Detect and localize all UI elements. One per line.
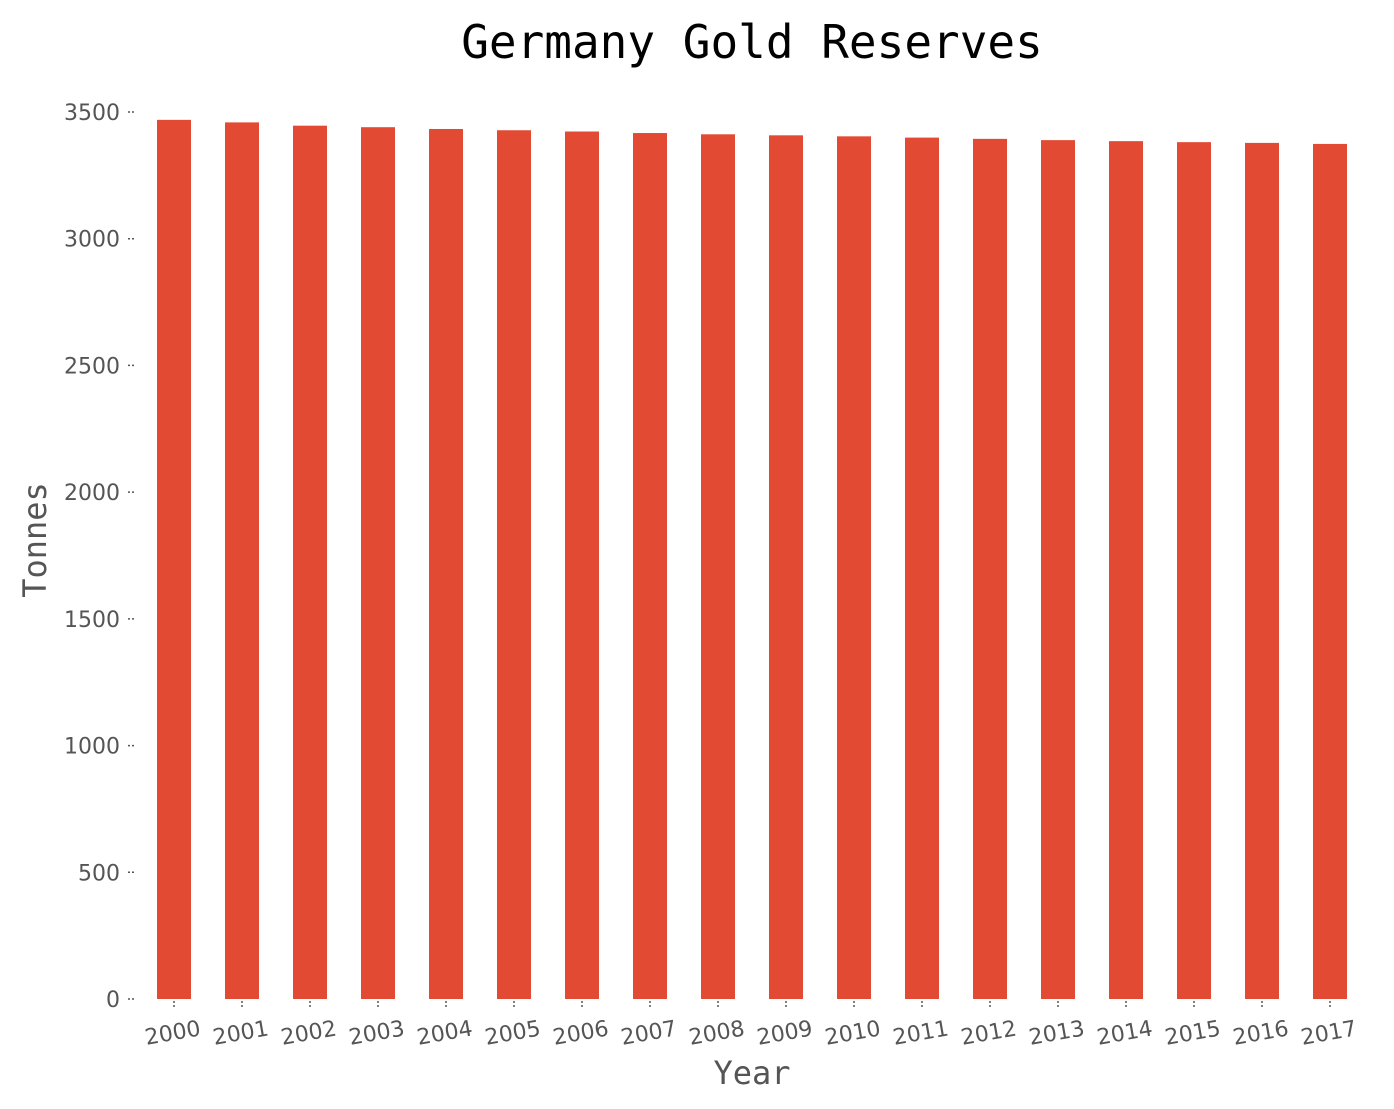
x-tick-label: 2004 bbox=[415, 1016, 474, 1050]
x-tick-label: 2007 bbox=[619, 1016, 678, 1050]
x-tick-label: 2016 bbox=[1231, 1016, 1290, 1050]
bar-2009 bbox=[769, 135, 803, 999]
x-tick-label: 2010 bbox=[823, 1016, 882, 1050]
x-tick-label: 2009 bbox=[755, 1016, 814, 1050]
x-tick-label: 2006 bbox=[551, 1016, 610, 1050]
bar-2010 bbox=[837, 136, 871, 999]
bar-2005 bbox=[497, 130, 531, 1000]
y-tick-label: 3500 bbox=[64, 101, 120, 126]
bar-2007 bbox=[633, 133, 667, 1000]
x-tick-label: 2003 bbox=[347, 1016, 406, 1050]
bar-2003 bbox=[361, 127, 395, 1000]
y-tick-label: 0 bbox=[106, 988, 120, 1013]
bar-2013 bbox=[1041, 140, 1075, 1000]
y-tick-label: 2500 bbox=[64, 354, 120, 379]
bar-2008 bbox=[701, 134, 735, 1000]
x-tick-label: 2013 bbox=[1027, 1016, 1086, 1050]
y-tick-label: 2000 bbox=[64, 481, 120, 506]
y-axis-label: Tonnes bbox=[16, 482, 54, 598]
x-tick-label: 2012 bbox=[959, 1016, 1018, 1050]
x-axis-label: Year bbox=[713, 1054, 790, 1092]
bar-2016 bbox=[1245, 142, 1279, 1000]
bar-2012 bbox=[973, 138, 1007, 1000]
x-tick-label: 2008 bbox=[687, 1016, 746, 1050]
x-tick-label: 2014 bbox=[1095, 1016, 1154, 1050]
y-axis: 0 500 1000 1500 2000 2500 3000 3500 bbox=[64, 101, 136, 1013]
bars-group bbox=[157, 119, 1347, 1000]
x-tick-label: 2015 bbox=[1163, 1016, 1222, 1050]
y-tick-label: 500 bbox=[78, 861, 120, 886]
bar-2002 bbox=[293, 125, 327, 1000]
y-tick-label: 3000 bbox=[64, 228, 120, 253]
bar-2004 bbox=[429, 128, 463, 999]
bar-2017 bbox=[1313, 143, 1347, 999]
bar-2015 bbox=[1177, 142, 1211, 999]
x-tick-label: 2002 bbox=[279, 1016, 338, 1050]
y-tick-label: 1500 bbox=[64, 608, 120, 633]
bar-2014 bbox=[1109, 141, 1143, 999]
chart-title: Germany Gold Reserves bbox=[461, 15, 1043, 69]
x-tick-label: 2017 bbox=[1299, 1016, 1358, 1050]
bar-2006 bbox=[565, 131, 599, 999]
x-tick-label: 2001 bbox=[211, 1016, 270, 1050]
x-tick-label: 2005 bbox=[483, 1016, 542, 1050]
x-axis: 2000 2001 2002 2003 2004 2005 2006 2007 2008 2009… bbox=[143, 1001, 1359, 1051]
bar-2000 bbox=[157, 119, 191, 1000]
bar-2011 bbox=[905, 137, 939, 999]
x-tick-label: 2011 bbox=[891, 1016, 950, 1050]
x-tick-label: 2000 bbox=[143, 1016, 202, 1050]
bar-2001 bbox=[225, 122, 259, 1000]
y-tick-label: 1000 bbox=[64, 735, 120, 760]
